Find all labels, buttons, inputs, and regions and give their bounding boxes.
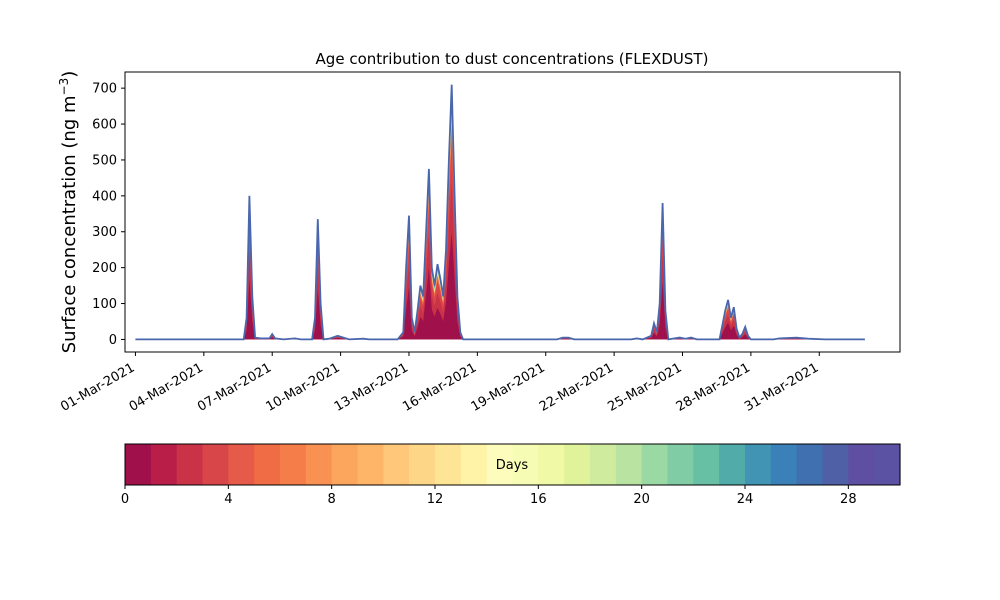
chart-title: Age contribution to dust concentrations … (316, 50, 709, 68)
x-tick-label: 31-Mar-2021 (742, 360, 821, 414)
colorbar-tick-label: 28 (840, 492, 857, 507)
colorbar-tick-label: 24 (737, 492, 754, 507)
colorbar-tick-label: 8 (328, 492, 336, 507)
colorbar-tick-label: 4 (224, 492, 232, 507)
colorbar-cell (202, 444, 229, 485)
colorbar-tick-label: 16 (530, 492, 547, 507)
colorbar-cell (848, 444, 875, 485)
age-band-10 (135, 232, 865, 340)
colorbar-cell (357, 444, 384, 485)
colorbar-cell (460, 444, 488, 485)
colorbar-cell (254, 444, 281, 485)
colorbar-cell (770, 444, 798, 485)
colorbar-tick-label: 20 (633, 492, 650, 507)
y-tick-label: 100 (92, 297, 117, 312)
y-tick-label: 400 (92, 189, 117, 204)
colorbar-cell (615, 444, 643, 485)
colorbar-cell (305, 444, 333, 485)
colorbar-cell (590, 444, 617, 485)
colorbar-cell (822, 444, 849, 485)
colorbar-cell (228, 444, 255, 485)
colorbar-cell (383, 444, 410, 485)
colorbar-cell (745, 444, 772, 485)
colorbar-cell (512, 444, 539, 485)
x-tick-label: 16-Mar-2021 (400, 360, 479, 414)
y-tick-label: 500 (92, 153, 117, 168)
x-tick-label: 01-Mar-2021 (58, 360, 137, 414)
colorbar-ticks: 0 4 8 12 16 20 24 28 (121, 485, 857, 507)
colorbar-cell (409, 444, 436, 485)
y-tick-label: 600 (92, 118, 117, 133)
y-tick-label: 200 (92, 261, 117, 276)
y-axis-label-exponent: −3 (57, 78, 71, 96)
colorbar-frame (124, 443, 901, 486)
x-tick-label: 10-Mar-2021 (263, 360, 342, 414)
colorbar-cell (331, 444, 359, 485)
colorbar-cell (538, 444, 565, 485)
colorbar-cell (693, 444, 720, 485)
x-tick-label: 04-Mar-2021 (127, 360, 206, 414)
y-axis-label-main: Surface concentration (ng m (59, 95, 80, 353)
y-tick-label: 0 (109, 333, 117, 348)
area-layers (135, 84, 865, 341)
y-tick-label: 700 (92, 82, 117, 97)
x-tick-label: 13-Mar-2021 (332, 360, 411, 414)
colorbar-cell (719, 444, 746, 485)
plot-background (125, 72, 900, 352)
colorbar-cell (176, 444, 204, 485)
plot-area: 0 100 200 300 400 500 600 700 01-Mar-202104-Mar… (58, 71, 901, 415)
colorbar-cell (486, 444, 514, 485)
colorbar-cell (796, 444, 824, 485)
x-tick-label: 22-Mar-2021 (537, 360, 616, 414)
colorbar-cell (874, 444, 901, 485)
x-tick-label: 25-Mar-2021 (605, 360, 684, 414)
x-tick-label: 07-Mar-2021 (195, 360, 274, 414)
plot-frame (124, 71, 901, 353)
y-tick-label: 300 (92, 225, 117, 240)
x-tick-label: 28-Mar-2021 (674, 360, 753, 414)
colorbar-cell (280, 444, 307, 485)
colorbar-cell (667, 444, 694, 485)
x-tick-label: 19-Mar-2021 (469, 360, 548, 414)
colorbar-cell (435, 444, 462, 485)
y-axis: 0 100 200 300 400 500 600 700 (92, 82, 125, 348)
colorbar-cells (125, 444, 901, 485)
colorbar: Days 0 4 8 12 16 20 24 28 (121, 443, 901, 507)
colorbar-cell (125, 444, 152, 485)
colorbar-label: Days (496, 458, 529, 473)
y-axis-label-close: ) (59, 71, 80, 78)
colorbar-cell (564, 444, 591, 485)
colorbar-tick-label: 0 (121, 492, 129, 507)
colorbar-tick-label: 12 (427, 492, 444, 507)
y-axis-label: Surface concentration (ng m−3) (57, 71, 80, 354)
total-concentration-line (135, 84, 865, 341)
colorbar-cell (641, 444, 669, 485)
colorbar-cell (150, 444, 178, 485)
x-axis: 01-Mar-202104-Mar-202107-Mar-202110-Mar-… (58, 352, 821, 415)
